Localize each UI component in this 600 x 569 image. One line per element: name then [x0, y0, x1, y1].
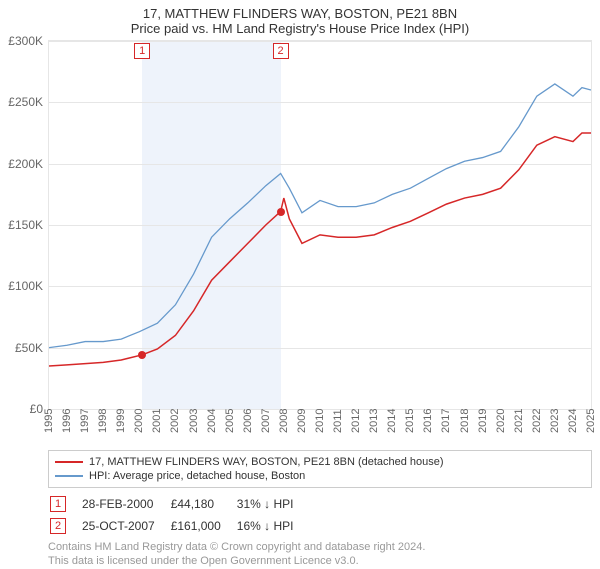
x-tick-label: 2022	[531, 409, 543, 433]
legend-swatch	[55, 475, 83, 477]
chart-subtitle: Price paid vs. HM Land Registry's House …	[0, 21, 600, 40]
x-tick-label: 2007	[260, 409, 272, 433]
x-tick-label: 2008	[278, 409, 290, 433]
x-tick-label: 2004	[206, 409, 218, 433]
data-table: 1 28-FEB-2000£44,18031% ↓ HPI 2 25-OCT-2007…	[48, 492, 309, 538]
x-tick-label: 2011	[332, 409, 344, 433]
attribution: Contains HM Land Registry data © Crown c…	[48, 540, 592, 569]
row-delta: 31% ↓ HPI	[237, 494, 308, 514]
row-delta: 16% ↓ HPI	[237, 516, 308, 536]
x-tick-label: 2017	[440, 409, 452, 433]
marker-box: 1	[134, 43, 150, 59]
marker-dot	[277, 208, 285, 216]
x-tick-label: 2014	[386, 409, 398, 433]
table-row: 1 28-FEB-2000£44,18031% ↓ HPI	[50, 494, 307, 514]
marker-box: 2	[273, 43, 289, 59]
x-tick-label: 1997	[79, 409, 91, 433]
series-hpi	[49, 84, 591, 348]
x-tick-label: 2021	[513, 409, 525, 433]
x-tick-label: 1998	[97, 409, 109, 433]
row-price: £161,000	[171, 516, 235, 536]
chart-title: 17, MATTHEW FLINDERS WAY, BOSTON, PE21 8…	[0, 0, 600, 21]
legend-item: HPI: Average price, detached house, Bost…	[55, 469, 585, 483]
series-property	[49, 133, 591, 366]
x-tick-label: 2015	[404, 409, 416, 433]
row-date: 28-FEB-2000	[82, 494, 169, 514]
x-tick-label: 2003	[188, 409, 200, 433]
x-tick-label: 2005	[224, 409, 236, 433]
x-tick-label: 2025	[585, 409, 597, 433]
legend: 17, MATTHEW FLINDERS WAY, BOSTON, PE21 8…	[48, 450, 592, 488]
x-tick-label: 2006	[242, 409, 254, 433]
table-row: 2 25-OCT-2007£161,00016% ↓ HPI	[50, 516, 307, 536]
marker-dot	[138, 351, 146, 359]
row-marker-box: 2	[50, 518, 66, 534]
row-marker-box: 1	[50, 496, 66, 512]
x-tick-label: 2016	[422, 409, 434, 433]
x-tick-label: 1999	[115, 409, 127, 433]
plot-area: £0£50K£100K£150K£200K£250K£300K199519961…	[48, 40, 592, 410]
x-tick-label: 2009	[296, 409, 308, 433]
x-tick-label: 2000	[133, 409, 145, 433]
legend-label: 17, MATTHEW FLINDERS WAY, BOSTON, PE21 8…	[89, 456, 444, 468]
x-tick-label: 2010	[314, 409, 326, 433]
legend-label: HPI: Average price, detached house, Bost…	[89, 470, 305, 482]
row-price: £44,180	[171, 494, 235, 514]
y-tick-label: £250K	[8, 95, 49, 109]
x-tick-label: 2012	[350, 409, 362, 433]
x-tick-label: 2024	[567, 409, 579, 433]
attribution-line: Contains HM Land Registry data © Crown c…	[48, 540, 592, 554]
x-tick-label: 2018	[459, 409, 471, 433]
y-tick-label: £200K	[8, 157, 49, 171]
legend-item: 17, MATTHEW FLINDERS WAY, BOSTON, PE21 8…	[55, 455, 585, 469]
x-tick-label: 1996	[61, 409, 73, 433]
y-tick-label: £300K	[8, 34, 49, 48]
x-tick-label: 2001	[151, 409, 163, 433]
chart-area: £0£50K£100K£150K£200K£250K£300K199519961…	[48, 40, 592, 410]
y-tick-label: £50K	[15, 341, 49, 355]
y-tick-label: £150K	[8, 218, 49, 232]
x-tick-label: 2020	[495, 409, 507, 433]
legend-swatch	[55, 461, 83, 463]
attribution-line: This data is licensed under the Open Gov…	[48, 554, 592, 568]
x-tick-label: 2002	[169, 409, 181, 433]
x-tick-label: 2023	[549, 409, 561, 433]
chart-lines	[49, 41, 591, 409]
x-tick-label: 2013	[368, 409, 380, 433]
x-tick-label: 2019	[477, 409, 489, 433]
x-tick-label: 1995	[43, 409, 55, 433]
row-date: 25-OCT-2007	[82, 516, 169, 536]
y-tick-label: £100K	[8, 279, 49, 293]
